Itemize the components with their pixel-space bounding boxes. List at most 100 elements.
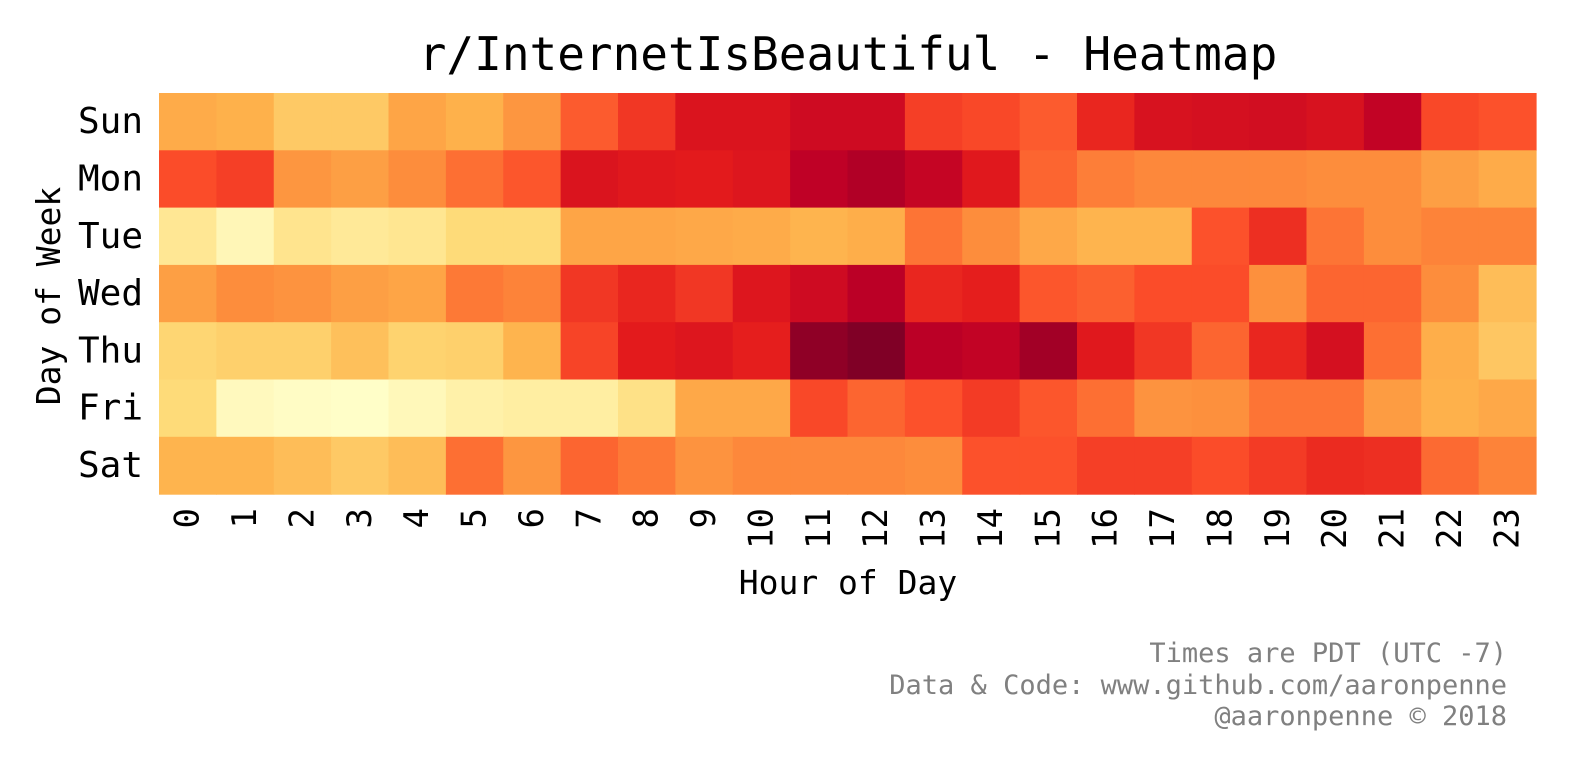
footer-timezone-note: Times are PDT (UTC -7) — [1149, 638, 1507, 669]
heatmap-cell-mon-8 — [618, 150, 676, 209]
heatmap-cell-thu-0 — [159, 322, 217, 381]
x-tick-label-22: 22 — [1430, 508, 1470, 549]
x-tick-label-5: 5 — [455, 508, 495, 528]
heatmap-cell-sun-1 — [216, 93, 275, 151]
heatmap-cell-fri-15 — [1019, 379, 1078, 438]
heatmap-cell-tue-16 — [1077, 207, 1135, 266]
x-tick-label-1: 1 — [225, 508, 265, 528]
heatmap-cell-fri-4 — [388, 379, 447, 438]
footer-source-link[interactable]: Data & Code: www.github.com/aaronpenne — [889, 670, 1507, 701]
heatmap-cell-mon-1 — [216, 150, 275, 209]
heatmap-cell-mon-6 — [503, 150, 562, 209]
heatmap-cell-thu-7 — [560, 322, 619, 381]
heatmap-cell-sun-11 — [790, 93, 849, 151]
heatmap-cell-sun-0 — [159, 93, 217, 151]
heatmap-cell-sun-12 — [847, 93, 906, 151]
heatmap-cell-thu-14 — [962, 322, 1021, 381]
heatmap-cell-sun-20 — [1306, 93, 1365, 151]
heatmap-cell-sat-9 — [675, 436, 734, 495]
heatmap-cell-sat-19 — [1249, 436, 1308, 495]
heatmap-cell-sun-2 — [273, 93, 332, 151]
heatmap-cell-sat-10 — [732, 436, 791, 495]
heatmap-cell-tue-8 — [618, 207, 676, 266]
heatmap-cell-tue-2 — [273, 207, 332, 266]
heatmap-cell-thu-5 — [445, 322, 504, 381]
heatmap-cell-mon-14 — [962, 150, 1021, 209]
heatmap-cell-sat-14 — [962, 436, 1021, 495]
heatmap-cell-mon-4 — [388, 150, 447, 209]
heatmap-cell-wed-4 — [388, 264, 447, 323]
heatmap-cell-wed-0 — [159, 264, 217, 323]
heatmap-cell-fri-12 — [847, 379, 906, 438]
heatmap-cell-wed-2 — [273, 264, 332, 323]
heatmap-cell-tue-10 — [732, 207, 791, 266]
heatmap-cell-fri-16 — [1077, 379, 1135, 438]
heatmap-cell-sat-23 — [1478, 436, 1537, 495]
heatmap-cell-sun-15 — [1019, 93, 1078, 151]
heatmap-cell-thu-19 — [1249, 322, 1308, 381]
y-tick-label-sun: Sun — [78, 101, 143, 142]
heatmap-cell-fri-23 — [1478, 379, 1537, 438]
heatmap-cell-mon-12 — [847, 150, 906, 209]
heatmap-cell-fri-9 — [675, 379, 734, 438]
heatmap-cell-fri-17 — [1134, 379, 1193, 438]
heatmap-cell-sat-8 — [618, 436, 676, 495]
heatmap-cell-thu-9 — [675, 322, 734, 381]
heatmap-cell-sat-3 — [331, 436, 390, 495]
x-tick-labels: 0 1 2 3 4 5 6 7 8 9 10 11 12 13 14 15 16 17 18 19 20 21 22 23 — [168, 508, 1528, 549]
heatmap-cell-sat-5 — [445, 436, 504, 495]
heatmap-cell-fri-0 — [159, 379, 217, 438]
y-tick-label-mon: Mon — [78, 158, 143, 199]
x-tick-label-8: 8 — [627, 508, 667, 528]
heatmap-cell-sun-5 — [445, 93, 504, 151]
heatmap-cell-wed-14 — [962, 264, 1021, 323]
heatmap-cell-sun-3 — [331, 93, 390, 151]
heatmap-cell-thu-12 — [847, 322, 906, 381]
heatmap-cell-tue-5 — [445, 207, 504, 266]
heatmap-cell-wed-22 — [1421, 264, 1480, 323]
heatmap-cell-mon-11 — [790, 150, 849, 209]
heatmap-cell-wed-20 — [1306, 264, 1365, 323]
x-tick-label-13: 13 — [914, 508, 954, 549]
x-tick-label-18: 18 — [1200, 508, 1240, 549]
heatmap-cell-thu-1 — [216, 322, 275, 381]
heatmap-cell-sun-9 — [675, 93, 734, 151]
heatmap-cell-thu-3 — [331, 322, 390, 381]
heatmap-cell-wed-13 — [904, 264, 963, 323]
heatmap-cell-tue-0 — [159, 207, 217, 266]
heatmap-cell-thu-8 — [618, 322, 676, 381]
heatmap-cell-tue-6 — [503, 207, 562, 266]
heatmap-cell-wed-17 — [1134, 264, 1193, 323]
heatmap-cell-tue-18 — [1191, 207, 1250, 266]
x-tick-label-11: 11 — [799, 508, 839, 549]
y-tick-label-sat: Sat — [78, 445, 143, 486]
heatmap-cell-tue-9 — [675, 207, 734, 266]
heatmap-cell-thu-17 — [1134, 322, 1193, 381]
heatmap-cell-sun-10 — [732, 93, 791, 151]
x-tick-label-12: 12 — [856, 508, 896, 549]
heatmap-cell-fri-10 — [732, 379, 791, 438]
heatmap-cell-tue-1 — [216, 207, 275, 266]
heatmap-cell-mon-5 — [445, 150, 504, 209]
heatmap-cell-fri-1 — [216, 379, 275, 438]
x-tick-label-10: 10 — [741, 508, 781, 549]
y-tick-label-fri: Fri — [78, 388, 143, 429]
heatmap-cell-sun-4 — [388, 93, 447, 151]
heatmap-cell-sun-22 — [1421, 93, 1480, 151]
heatmap-cell-wed-21 — [1363, 264, 1422, 323]
heatmap-cell-wed-12 — [847, 264, 906, 323]
x-tick-label-3: 3 — [340, 508, 380, 528]
heatmap-cell-mon-3 — [331, 150, 390, 209]
heatmap-cell-thu-23 — [1478, 322, 1537, 381]
heatmap-cell-mon-22 — [1421, 150, 1480, 209]
heatmap-cell-tue-12 — [847, 207, 906, 266]
heatmap-cell-sat-11 — [790, 436, 849, 495]
heatmap-cell-tue-21 — [1363, 207, 1422, 266]
x-tick-label-6: 6 — [512, 508, 552, 528]
heatmap-cell-thu-6 — [503, 322, 562, 381]
heatmap-cell-sat-2 — [273, 436, 332, 495]
y-axis-label: Day of Week — [29, 187, 68, 406]
heatmap-cell-sun-7 — [560, 93, 619, 151]
heatmap-cell-tue-15 — [1019, 207, 1078, 266]
